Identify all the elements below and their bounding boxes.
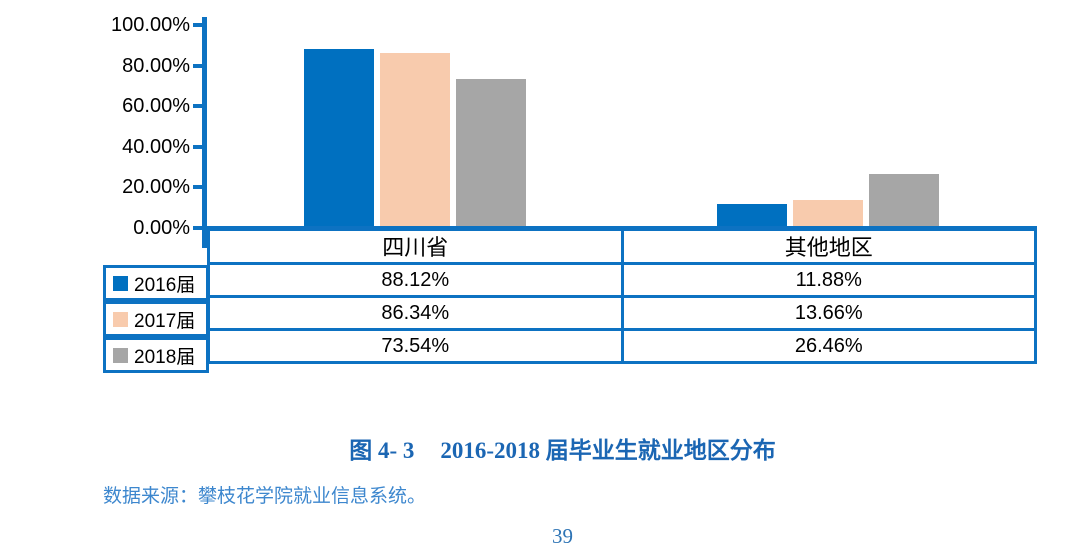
y-axis-tick-label: 0.00%	[133, 217, 190, 239]
figure-caption: 图 4- 3 2016-2018 届毕业生就业地区分布	[40, 431, 1085, 465]
legend-item: 2016届	[103, 265, 209, 301]
legend-item: 2017届	[103, 301, 209, 337]
legend-swatch-icon	[113, 275, 128, 291]
category-header-cell: 四川省	[207, 227, 624, 265]
y-axis-tick-mark	[193, 144, 203, 149]
legend-item: 2018届	[103, 337, 209, 373]
y-axis-tick-label: 20.00%	[122, 176, 190, 199]
x-axis-baseline	[202, 226, 1037, 231]
page-number: 39	[552, 524, 573, 548]
y-axis-tick-label: 80.00%	[122, 54, 190, 77]
y-axis-tick-label: 60.00%	[122, 95, 190, 118]
y-axis-tick-mark	[193, 63, 203, 68]
bar-2017届-其他地区	[793, 200, 863, 228]
value-cell: 26.46%	[620, 328, 1037, 364]
y-axis-tick-label: 40.00%	[122, 135, 190, 158]
y-axis-tick-mark	[193, 23, 203, 27]
value-cell: 11.88%	[620, 262, 1037, 298]
value-cell: 13.66%	[620, 295, 1037, 331]
table-header-row: 四川省 其他地区	[207, 227, 1037, 265]
category-header-cell: 其他地区	[620, 227, 1037, 265]
y-axis-tick-mark	[193, 226, 203, 230]
table-row: 86.34% 13.66%	[207, 295, 1037, 331]
legend-label: 2016届	[134, 274, 196, 296]
legend-label: 2018届	[134, 346, 196, 368]
bar-2016届-其他地区	[717, 204, 787, 228]
bar-2018届-其他地区	[869, 174, 939, 228]
value-cell: 88.12%	[207, 262, 624, 298]
legend-label: 2017届	[134, 310, 196, 332]
y-axis-tick-mark	[193, 104, 203, 109]
value-cell: 73.54%	[207, 328, 624, 364]
y-axis-line	[202, 17, 207, 248]
y-axis-tick-mark	[193, 185, 203, 190]
figure-caption-title: 2016-2018 届毕业生就业地区分布	[440, 438, 776, 463]
chart-data-table: 四川省 其他地区 88.12% 11.88% 86.34% 13.66% 73.54% 26.…	[207, 227, 1037, 364]
figure-caption-number: 图 4- 3	[349, 438, 415, 463]
value-cell: 86.34%	[207, 295, 624, 331]
y-axis-tick-label: 100.00%	[111, 14, 190, 36]
data-source-note: 数据来源：攀枝花学院就业信息系统。	[103, 486, 427, 507]
bar-2016届-四川省	[304, 49, 374, 228]
bar-2018届-四川省	[456, 79, 526, 228]
table-row: 88.12% 11.88%	[207, 262, 1037, 298]
bar-2017届-四川省	[380, 53, 450, 228]
table-row: 73.54% 26.46%	[207, 328, 1037, 364]
legend-swatch-icon	[113, 347, 128, 363]
legend-swatch-icon	[113, 311, 128, 327]
